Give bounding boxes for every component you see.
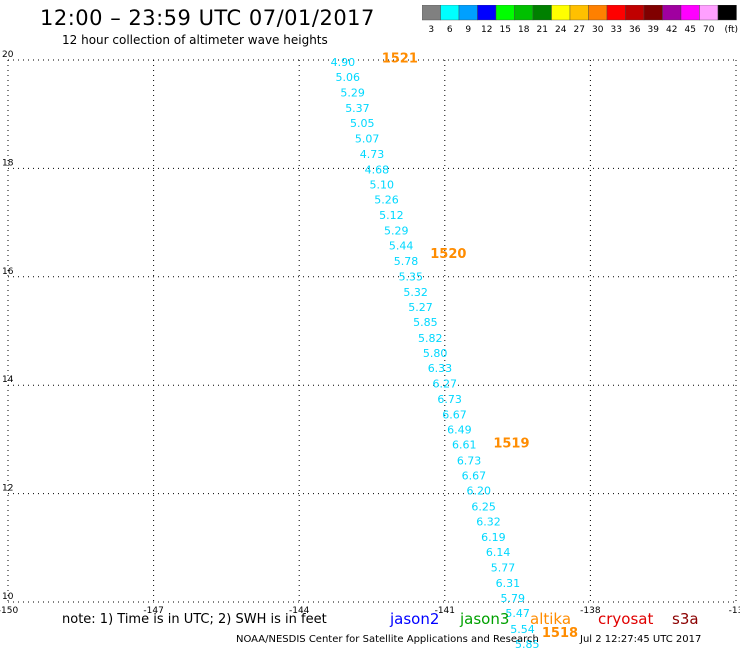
color-legend: 3 6 9 12 15 18 21 24 27 30 33 36 39 42 45 70 (ft) [422,5,738,35]
wave-height-point: 5.37 [345,102,370,115]
pass-time-label: 1518 [542,626,578,641]
wave-height-point: 6.49 [447,423,472,436]
x-tick-label: -147 [143,606,163,616]
legend-label: 36 [629,25,641,35]
y-tick-label: 12 [2,484,13,494]
legend-label: 42 [666,25,677,35]
wave-height-point: 5.06 [335,71,360,84]
x-tick-label: -144 [289,606,310,616]
wave-height-point: 5.85 [515,638,540,650]
wave-height-point: 5.85 [413,316,438,329]
y-tick-label: 18 [2,158,14,168]
x-tick-label: -138 [580,606,601,616]
legend-swatch [717,5,737,21]
pass-time-label: 1521 [382,52,418,67]
legend-label: 39 [648,25,660,35]
legend-cryosat: cryosat [598,610,654,628]
wave-height-point: 5.27 [408,301,433,314]
legend-label: 3 [428,25,434,35]
wave-height-point: 6.32 [476,516,501,529]
x-tick-label: -150 [0,606,18,616]
chart-title: 12:00 – 23:59 UTC 07/01/2017 [40,6,375,30]
legend-s3a: s3a [672,610,699,628]
wave-height-point: 5.44 [389,240,414,253]
x-tick-label: -141 [435,606,455,616]
legend-label: 27 [574,25,585,35]
wave-height-point: 6.31 [496,577,521,590]
generation-timestamp: Jul 2 12:27:45 UTC 2017 [580,634,702,645]
footer-note: note: 1) Time is in UTC; 2) SWH is in fe… [62,612,327,627]
legend-jason2: jason2 [390,610,440,628]
wave-height-point: 6.67 [462,470,487,483]
wave-height-point: 6.20 [467,485,492,498]
legend-label: 6 [447,25,453,35]
legend-label: 9 [465,25,471,35]
wave-height-point: 5.35 [399,271,424,284]
wave-height-point: 5.12 [379,209,404,222]
pass-time-label: 1519 [493,437,529,452]
wave-height-point: 5.54 [510,623,535,636]
legend-jason3: jason3 [460,610,510,628]
wave-height-point: 6.14 [486,546,511,559]
wave-height-point: 4.68 [365,163,390,176]
x-tick-label: -13 [729,606,740,616]
wave-height-point: 5.07 [355,132,380,145]
pass-time-label: 1520 [430,247,466,262]
y-tick-label: 10 [2,592,14,602]
wave-height-point: 5.29 [340,86,365,99]
wave-height-point: 6.27 [433,377,458,390]
wave-height-point: 6.33 [428,362,453,375]
credit-line: NOAA/NESDIS Center for Satellite Applica… [236,634,539,645]
y-tick-label: 20 [2,50,14,60]
wave-height-point: 6.19 [481,531,506,544]
legend-label: 18 [518,25,530,35]
wave-height-point: 6.73 [457,454,482,467]
legend-label: 24 [555,25,567,35]
wave-height-point: 6.73 [437,393,462,406]
wave-height-point: 5.77 [491,562,516,575]
y-tick-label: 16 [2,267,14,277]
legend-label: 45 [685,25,696,35]
wave-height-point: 5.82 [418,332,443,345]
wave-height-point: 5.79 [500,592,525,605]
wave-height-point: 5.78 [394,255,419,268]
legend-label: (ft) [724,25,738,35]
legend-label: 30 [592,25,604,35]
wave-height-point: 5.26 [374,194,399,207]
wave-height-point: 5.29 [384,225,409,238]
legend-altika: altika [530,610,572,628]
legend-label: 70 [703,25,715,35]
wave-height-point: 5.80 [423,347,448,360]
wave-height-point: 5.10 [369,178,394,191]
wave-height-point: 4.90 [331,56,356,69]
wave-height-point: 5.32 [403,286,428,299]
wave-height-point: 6.25 [471,500,496,513]
wave-height-point: 4.73 [360,148,385,161]
y-tick-label: 14 [2,375,14,385]
chart-subtitle: 12 hour collection of altimeter wave hei… [62,33,328,47]
legend-label: 15 [500,25,511,35]
legend-label: 21 [537,25,548,35]
wave-height-point: 5.47 [505,607,530,620]
wave-height-point: 5.05 [350,117,375,130]
legend-label: 33 [611,25,622,35]
legend-label: 12 [481,25,492,35]
wave-height-point: 6.67 [442,408,467,421]
wave-height-point: 6.61 [452,439,477,452]
